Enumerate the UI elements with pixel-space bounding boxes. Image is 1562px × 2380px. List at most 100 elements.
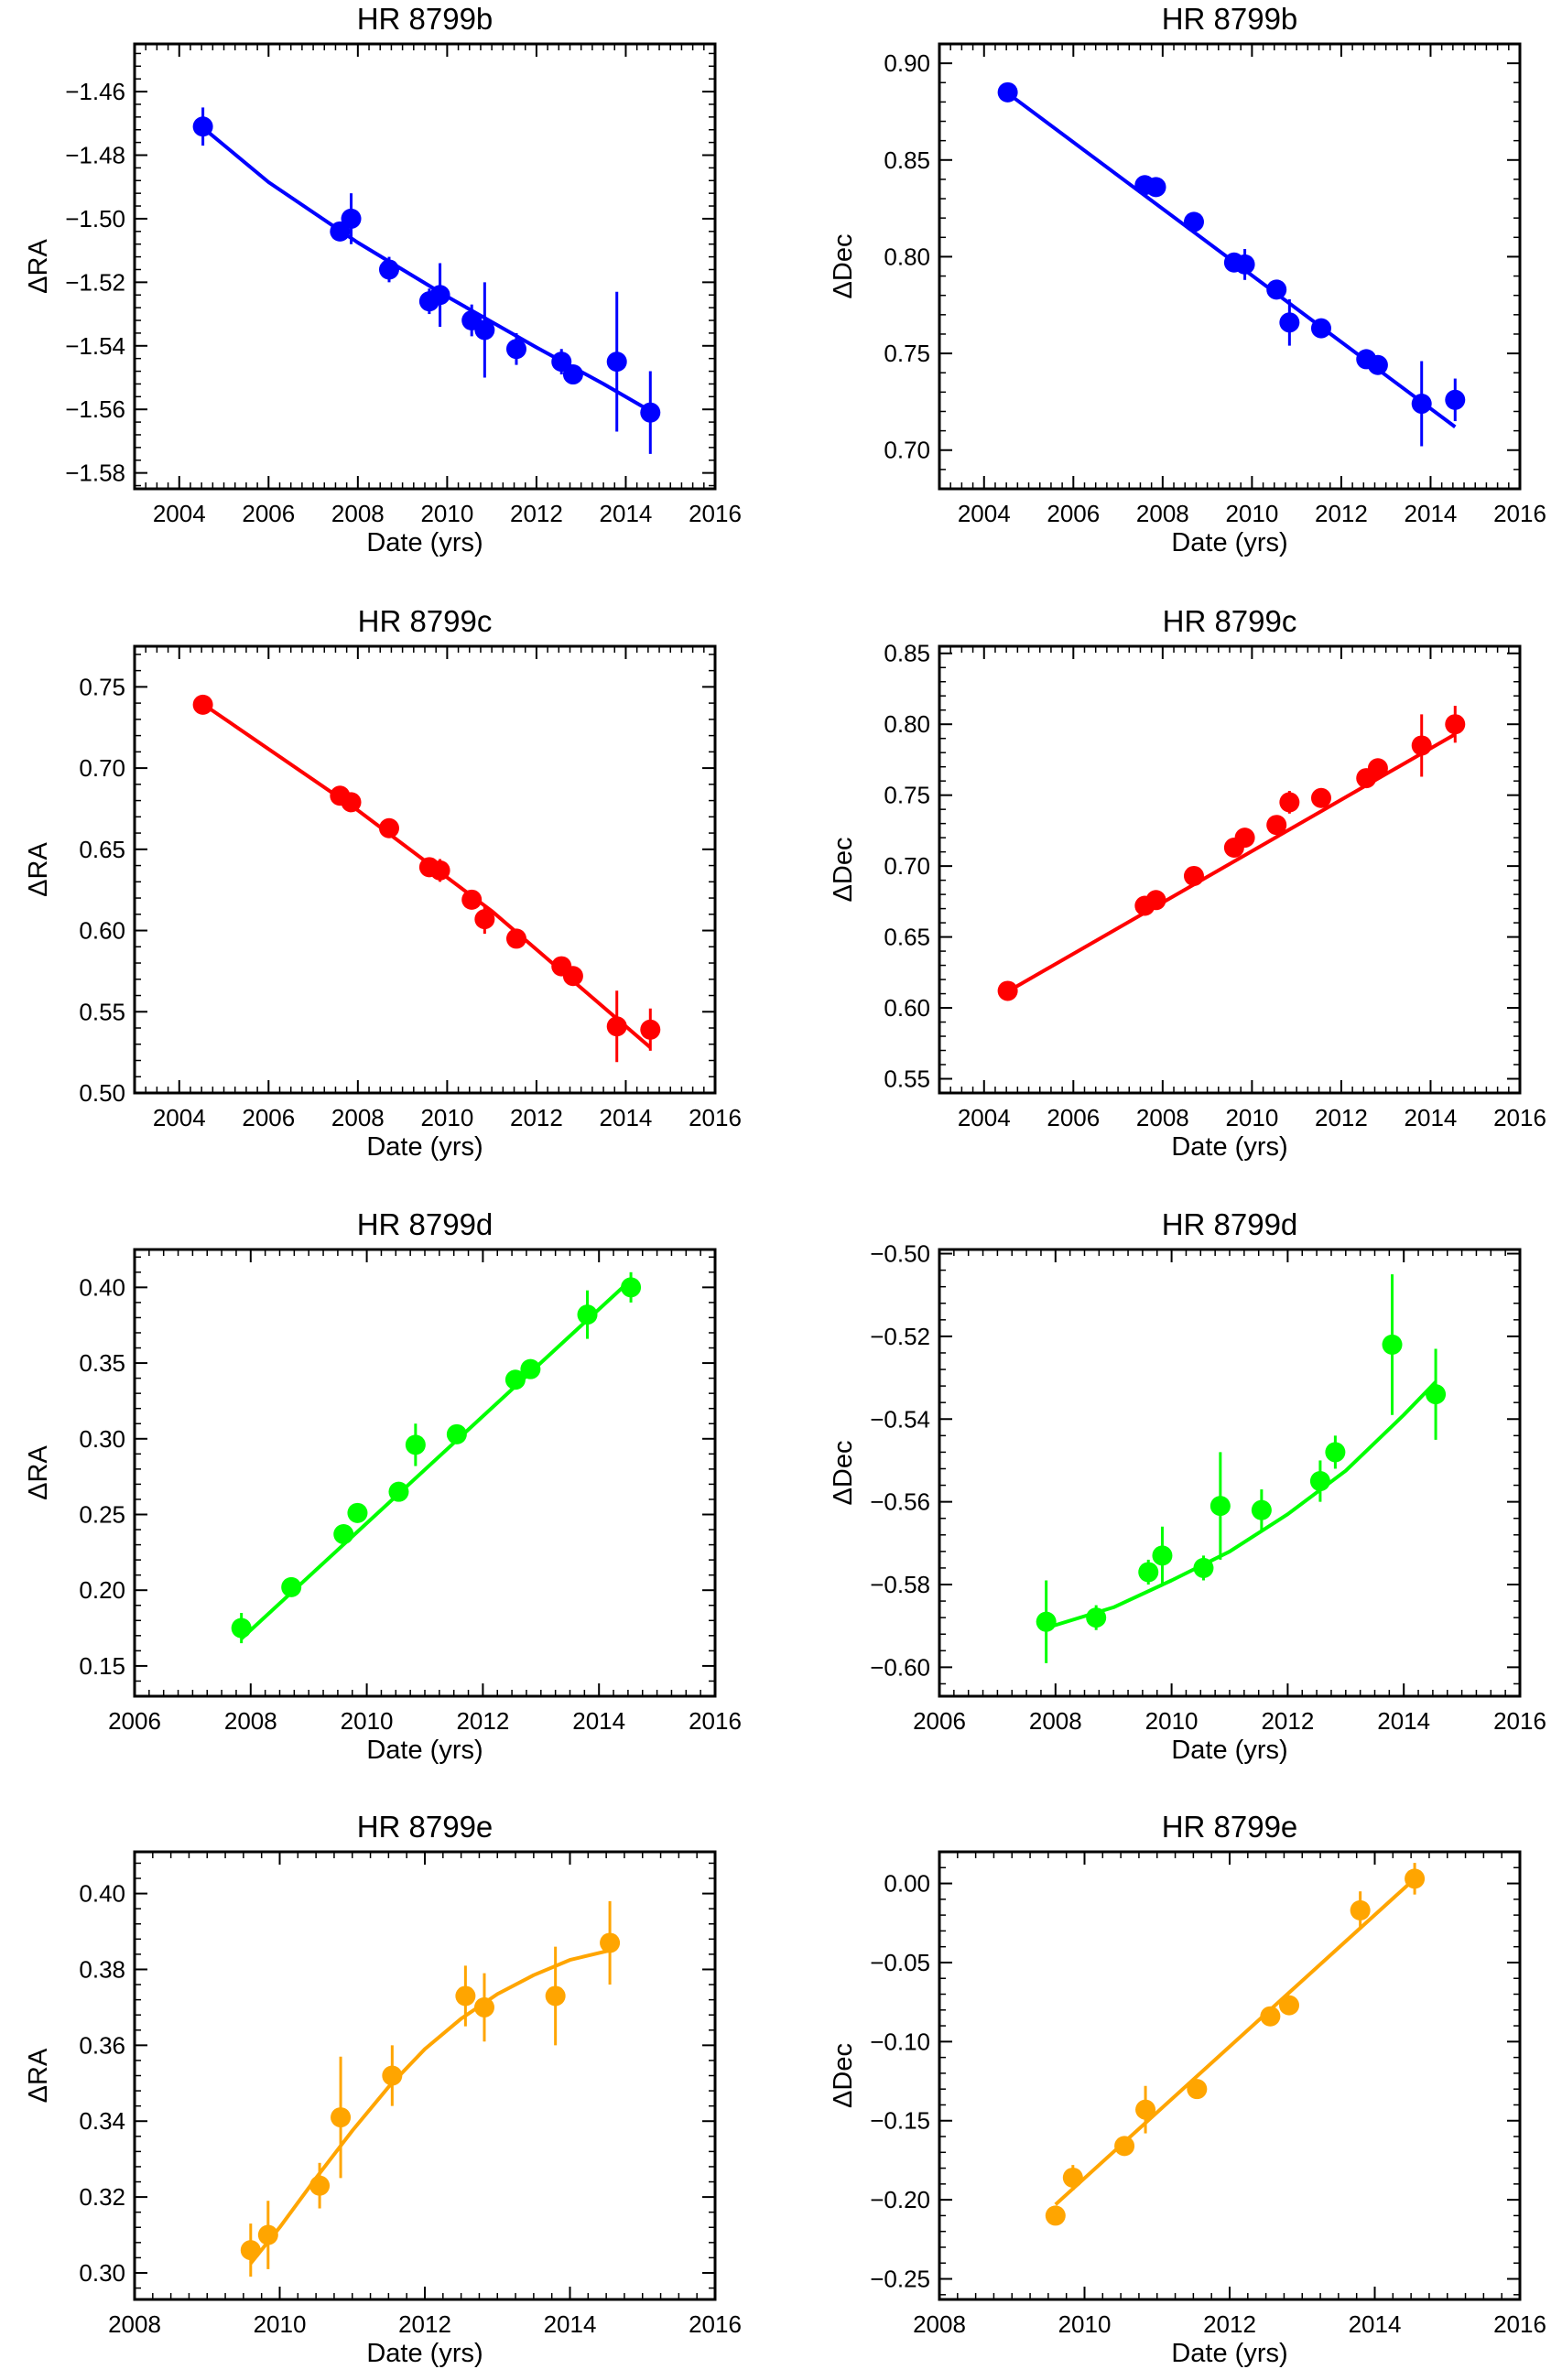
x-tick-label: 2014 [600, 1104, 653, 1131]
y-tick-label: −1.58 [65, 460, 125, 487]
x-tick-label: 2014 [600, 500, 653, 527]
data-point [1367, 354, 1388, 375]
x-tick-label: 2010 [341, 1707, 394, 1735]
fit-curve [249, 1948, 611, 2265]
y-tick-label: 0.50 [79, 1079, 125, 1107]
x-tick-label: 2016 [689, 2310, 742, 2338]
y-tick-label: −0.50 [870, 1240, 930, 1268]
x-tick-label: 2008 [1136, 500, 1189, 527]
data-point [1187, 2079, 1208, 2100]
x-tick-label: 2012 [398, 2310, 451, 2338]
y-tick-label: 0.70 [884, 852, 930, 880]
chart-title: HR 8799c [358, 604, 493, 638]
data-point [1367, 758, 1388, 779]
x-tick-label: 2008 [913, 2310, 966, 2338]
y-tick-label: 0.70 [79, 754, 125, 782]
data-point [1234, 254, 1255, 275]
data-point [331, 2107, 352, 2128]
data-point [1209, 1496, 1231, 1517]
y-tick-label: −1.54 [65, 332, 125, 360]
x-axis-label: Date (yrs) [1171, 528, 1287, 557]
y-tick-label: −0.25 [870, 2266, 930, 2293]
y-axis-label: ΔRA [24, 239, 53, 294]
fit-curve [1005, 732, 1457, 994]
y-tick-label: 0.60 [884, 994, 930, 1022]
x-tick-label: 2008 [331, 1104, 385, 1131]
y-tick-label: −0.05 [870, 1949, 930, 1976]
y-tick-label: 0.36 [79, 2031, 125, 2059]
data-point [1310, 318, 1331, 339]
data-point [1086, 1607, 1107, 1628]
y-tick-label: −0.15 [870, 2107, 930, 2135]
data-point [640, 402, 661, 423]
panel-e-ra: HR 8799e 2008 2010 2012 2014 2016 0.40 0.38 0.36… [24, 1810, 742, 2368]
data-point [1266, 815, 1287, 836]
x-tick-label: 2014 [1405, 500, 1458, 527]
panel-b-ra: HR 8799b 2004 2006 2008 2010 2012 2014 2016 −1.4… [24, 2, 742, 557]
data-point [341, 208, 362, 229]
panel-c-ra: HR 8799c 2004 2006 2008 2010 2012 2014 2016 0.75… [24, 604, 742, 1162]
data-point [429, 860, 450, 881]
x-axis-label: Date (yrs) [1171, 1132, 1287, 1162]
data-point [621, 1277, 642, 1298]
data-point [505, 928, 526, 949]
data-point [192, 116, 213, 137]
data-point [1114, 2136, 1135, 2157]
data-point [577, 1304, 598, 1325]
data-point [997, 980, 1018, 1001]
x-tick-label: 2014 [1405, 1104, 1458, 1131]
data-point [606, 352, 627, 373]
data-point [1279, 792, 1300, 813]
panel-d-dec: HR 8799d 2006 2008 2010 2012 2014 2016 −0.50 −0.… [829, 1207, 1546, 1765]
data-point [1138, 1562, 1159, 1583]
x-tick-label: 2012 [510, 1104, 563, 1131]
y-tick-label: −0.60 [870, 1653, 930, 1681]
plot-frame [133, 1850, 717, 2301]
y-axis-label: ΔRA [24, 2048, 53, 2103]
plot-frame [133, 42, 717, 491]
x-tick-label: 2006 [242, 1104, 295, 1131]
data-point [192, 694, 213, 715]
data-point [1411, 394, 1432, 415]
data-point [1266, 279, 1287, 300]
y-tick-label: 0.85 [884, 146, 930, 174]
y-tick-label: 0.55 [884, 1066, 930, 1093]
x-axis-label: Date (yrs) [1171, 1736, 1287, 1765]
y-axis-label: ΔRA [24, 1445, 53, 1500]
data-point [562, 966, 583, 987]
data-point [545, 1985, 566, 2007]
y-tick-label: −1.52 [65, 268, 125, 296]
x-tick-label: 2010 [420, 500, 473, 527]
x-tick-label: 2004 [958, 1104, 1011, 1131]
data-point [473, 1996, 494, 2018]
data-point [474, 909, 495, 930]
x-tick-label: 2006 [1047, 1104, 1100, 1131]
data-point [341, 792, 362, 813]
y-tick-label: 0.40 [79, 1880, 125, 1908]
data-point [240, 2240, 261, 2261]
y-axis-label: ΔDec [829, 2043, 858, 2108]
fit-curve [1046, 1380, 1437, 1630]
y-tick-label: −1.56 [65, 395, 125, 423]
data-point [1135, 2099, 1156, 2120]
x-tick-label: 2008 [1136, 1104, 1189, 1131]
y-tick-label: 0.25 [79, 1500, 125, 1528]
data-point [1382, 1334, 1403, 1355]
data-point [429, 285, 450, 306]
data-point [1234, 828, 1255, 849]
x-tick-label: 2016 [1493, 2310, 1546, 2338]
x-tick-label: 2016 [1493, 1104, 1546, 1131]
data-point [562, 364, 583, 385]
data-point [309, 2175, 331, 2196]
x-tick-label: 2004 [153, 1104, 206, 1131]
data-point [640, 1019, 661, 1040]
data-point [474, 319, 495, 341]
panel-d-ra: HR 8799d 2006 2008 2010 2012 2014 2016 0.40 0.35… [24, 1207, 742, 1765]
x-tick-label: 2012 [1203, 2310, 1256, 2338]
data-point [1183, 211, 1204, 233]
data-point [461, 889, 483, 910]
y-tick-label: −0.58 [870, 1571, 930, 1598]
data-point [1310, 787, 1331, 808]
x-tick-label: 2004 [153, 500, 206, 527]
x-tick-label: 2006 [108, 1707, 161, 1735]
